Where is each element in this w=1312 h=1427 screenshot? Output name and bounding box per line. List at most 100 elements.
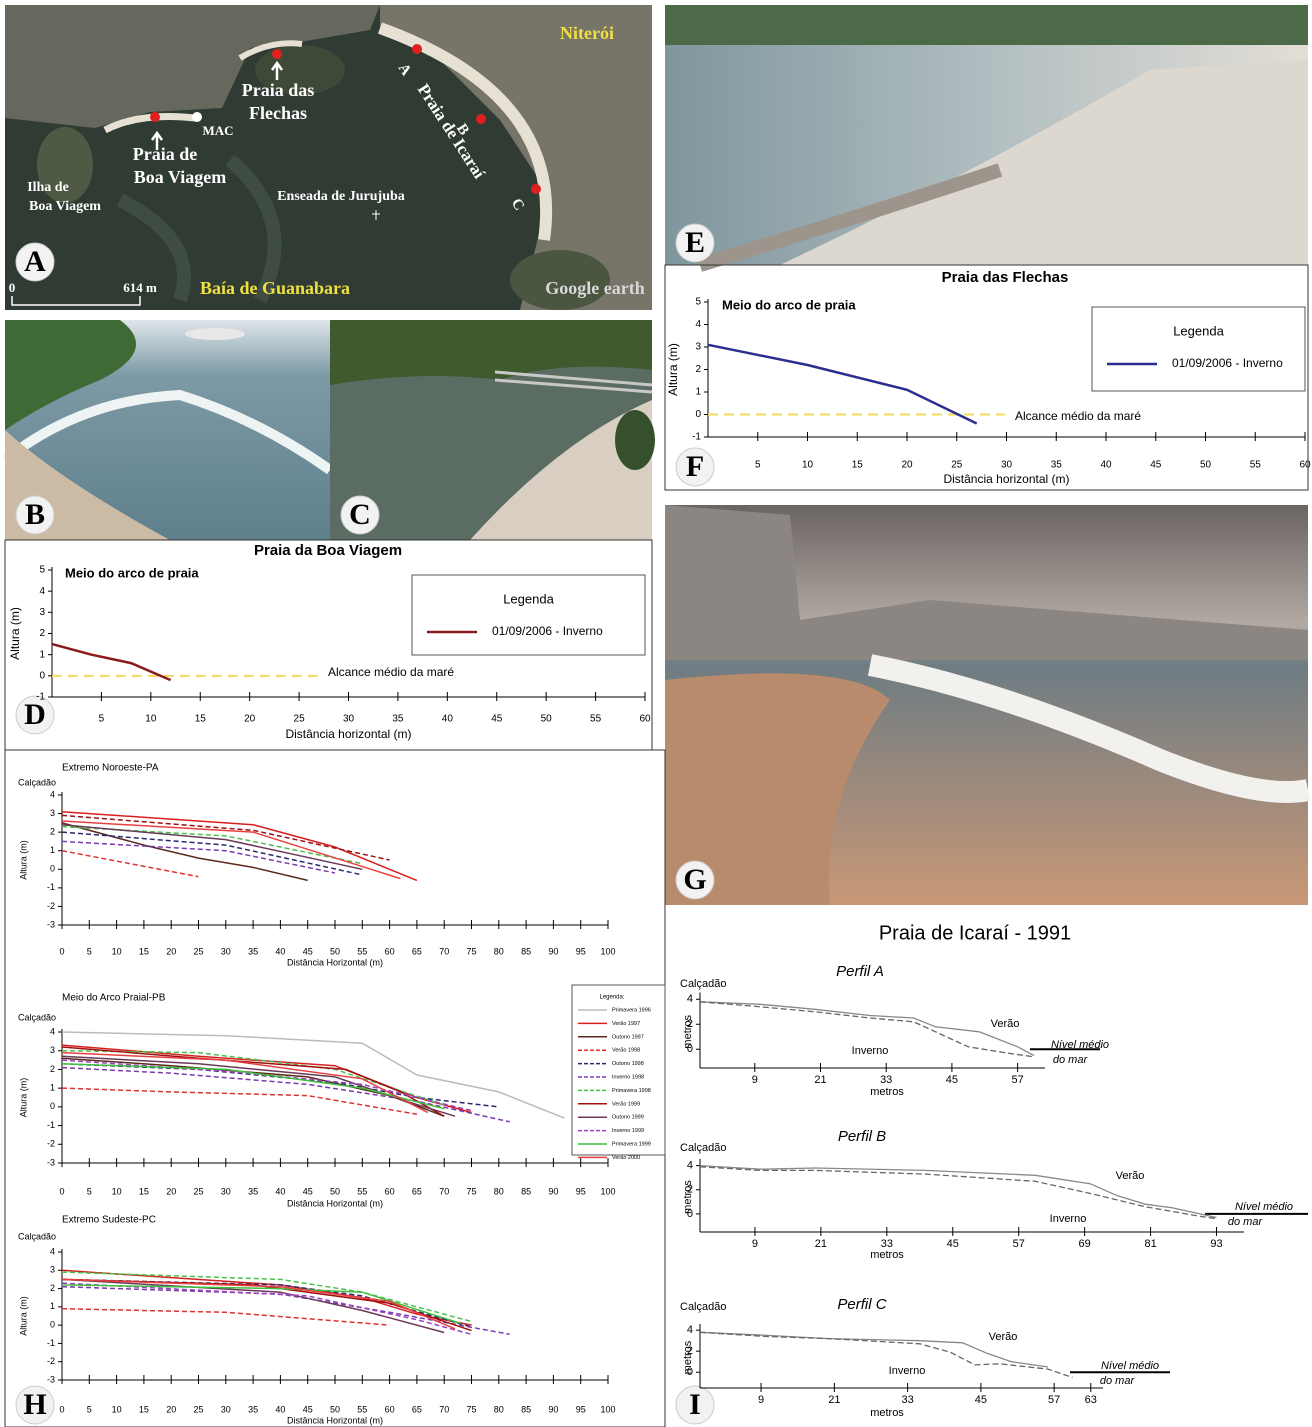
legend-title: Legenda [1173, 323, 1224, 338]
y-tick-label: 4 [50, 1026, 55, 1036]
x-tick-label: 10 [112, 1404, 122, 1414]
x-tick-label: 50 [541, 714, 553, 725]
x-tick-label: 15 [195, 714, 207, 725]
x-tick-label: 35 [248, 946, 258, 956]
x-tick-label: 30 [221, 1186, 231, 1196]
x-tick-label: 21 [815, 1238, 827, 1250]
axis-top-label: Calçadão [680, 1301, 726, 1313]
x-tick-label: 5 [755, 460, 761, 471]
map-label: Baía de Guanabara [200, 278, 350, 298]
series-line [62, 825, 362, 870]
x-tick-label: 55 [357, 946, 367, 956]
x-tick-label: 80 [494, 1186, 504, 1196]
x-tick-label: 65 [412, 1404, 422, 1414]
x-tick-label: 45 [303, 1186, 313, 1196]
x-axis-title: metros [870, 1086, 904, 1098]
map-label: Niterói [560, 23, 614, 43]
y-axis-title: Altura (m) [18, 1078, 28, 1118]
x-tick-label: 60 [385, 1186, 395, 1196]
x-tick-label: 90 [548, 946, 558, 956]
legend-label: Outono 1997 [612, 1034, 644, 1040]
x-tick-label: 95 [576, 946, 586, 956]
x-tick-label: 69 [1079, 1238, 1091, 1250]
x-tick-label: 57 [1013, 1238, 1025, 1250]
legend-label: 01/09/2006 - Inverno [492, 624, 603, 638]
map-label: Flechas [249, 103, 307, 123]
x-tick-label: 0 [59, 946, 64, 956]
x-tick-label: 21 [814, 1074, 826, 1086]
map-label: Praia das [242, 80, 315, 100]
legend-label: Verão 1998 [612, 1048, 640, 1054]
panel-letter: C [349, 498, 371, 531]
series-label: Inverno [889, 1365, 926, 1377]
legend-title: Legenda: [599, 995, 624, 1001]
y-tick-label: 0 [50, 1101, 55, 1111]
x-tick-label: 15 [139, 946, 149, 956]
y-tick-label: 3 [50, 1045, 55, 1055]
x-tick-label: 93 [1210, 1238, 1222, 1250]
y-axis-title: metros [682, 1340, 694, 1374]
panel-letter: E [685, 226, 705, 259]
x-tick-label: 40 [275, 1186, 285, 1196]
y-tick-label: 2 [39, 628, 45, 639]
series-line [52, 644, 171, 680]
x-tick-label: 20 [166, 1404, 176, 1414]
legend-title: Legenda [503, 591, 554, 606]
axis-top-label: Calçadão [18, 1012, 56, 1022]
x-tick-label: 30 [1001, 460, 1013, 471]
x-axis-title: Distância Horizontal (m) [287, 957, 383, 967]
legend-label: Inverno 1998 [612, 1074, 644, 1080]
scale-label: 614 m [123, 280, 157, 295]
legend-label: 01/09/2006 - Inverno [1172, 356, 1283, 370]
series-line [62, 812, 417, 881]
x-tick-label: 80 [494, 946, 504, 956]
reference-label: Nível médio [1101, 1360, 1159, 1372]
chart-title: Praia das Flechas [942, 269, 1069, 286]
x-tick-label: 25 [951, 460, 963, 471]
y-tick-label: 2 [50, 1064, 55, 1074]
x-tick-label: 85 [521, 1404, 531, 1414]
map-label: Enseada de Jurujuba [277, 189, 405, 204]
axis-top-label: Calçadão [680, 1142, 726, 1154]
x-tick-label: 9 [758, 1394, 764, 1406]
y-tick-label: 3 [39, 607, 45, 618]
y-axis-title: metros [682, 1180, 694, 1214]
photo-c [330, 320, 655, 540]
x-tick-label: 55 [1250, 460, 1262, 471]
x-tick-label: 50 [330, 1186, 340, 1196]
legend-label: Outono 1998 [612, 1061, 644, 1067]
legend-label: Verão 1999 [612, 1101, 640, 1107]
x-tick-label: 15 [139, 1186, 149, 1196]
y-tick-label: -3 [47, 919, 55, 929]
legend-label: Outono 1999 [612, 1115, 644, 1121]
x-tick-label: 90 [548, 1186, 558, 1196]
x-axis-title: metros [870, 1249, 904, 1261]
series-line [62, 851, 199, 877]
series-label: Inverno [1050, 1213, 1087, 1225]
y-tick-label: 0 [50, 864, 55, 874]
y-tick-label: -3 [47, 1374, 55, 1384]
y-axis-title: metros [682, 1014, 694, 1048]
series-line [62, 815, 390, 860]
y-axis-title: Altura (m) [666, 343, 680, 396]
x-tick-label: 50 [1200, 460, 1212, 471]
series-line [62, 823, 308, 881]
figure: Niterói Praia das Flechas MAC Praia de B… [0, 0, 1312, 1427]
x-tick-label: 45 [946, 1074, 958, 1086]
series-label: Verão [1116, 1170, 1145, 1182]
x-tick-label: 60 [639, 714, 651, 725]
x-tick-label: 10 [112, 1186, 122, 1196]
x-tick-label: 85 [521, 946, 531, 956]
chart-title: Extremo Sudeste-PC [62, 1215, 156, 1226]
series-line [62, 841, 335, 873]
x-tick-label: 0 [59, 1186, 64, 1196]
reference-label: Alcance médio da maré [328, 665, 454, 679]
map-point [192, 112, 202, 122]
map-label: MAC [202, 123, 233, 138]
reference-label: do mar [1228, 1216, 1264, 1228]
series-line [62, 827, 362, 864]
x-tick-label: 40 [275, 1404, 285, 1414]
series-line [62, 1279, 444, 1332]
y-tick-label: -1 [36, 692, 45, 703]
y-tick-label: -3 [47, 1157, 55, 1167]
